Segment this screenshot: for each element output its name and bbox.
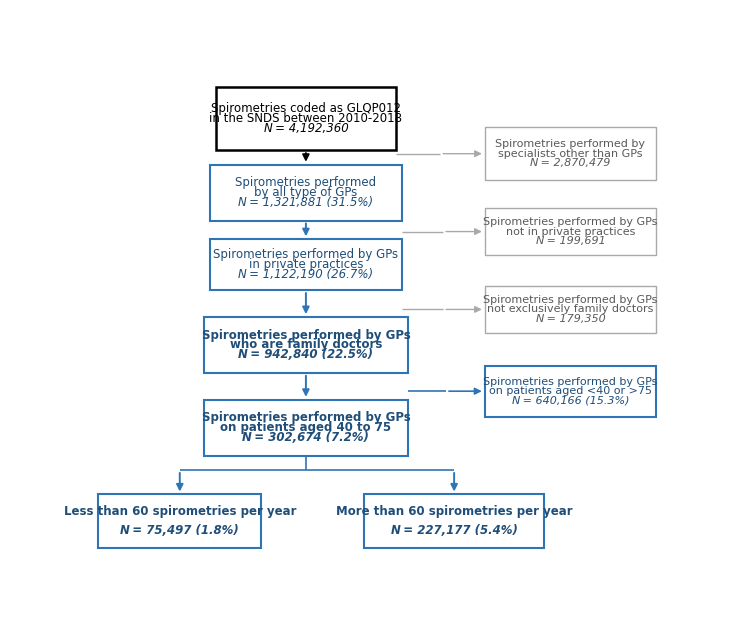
FancyBboxPatch shape — [364, 494, 544, 548]
Text: Spirometries coded as GLQP012: Spirometries coded as GLQP012 — [211, 102, 401, 116]
Text: in the SNDS between 2010-2018: in the SNDS between 2010-2018 — [209, 112, 403, 125]
Text: N = 199,691: N = 199,691 — [536, 236, 605, 246]
Text: Spirometries performed by GPs: Spirometries performed by GPs — [483, 377, 658, 387]
FancyBboxPatch shape — [484, 366, 656, 416]
Text: N = 227,177 (5.4%): N = 227,177 (5.4%) — [391, 525, 518, 537]
Text: Spirometries performed by GPs: Spirometries performed by GPs — [202, 411, 410, 424]
Text: in private practices: in private practices — [249, 258, 363, 271]
Text: Spirometries performed: Spirometries performed — [236, 176, 376, 190]
Text: by all type of GPs: by all type of GPs — [254, 186, 358, 199]
FancyBboxPatch shape — [210, 239, 402, 290]
Text: on patients aged 40 to 75: on patients aged 40 to 75 — [220, 421, 392, 434]
Text: N = 2,870,479: N = 2,870,479 — [530, 158, 610, 168]
Text: Spirometries performed by: Spirometries performed by — [495, 140, 645, 149]
FancyBboxPatch shape — [210, 165, 402, 221]
Text: Spirometries performed by GPs: Spirometries performed by GPs — [483, 295, 658, 305]
Text: not exclusively family doctors: not exclusively family doctors — [488, 305, 653, 315]
Text: not in private practices: not in private practices — [506, 226, 635, 236]
Text: N = 942,840 (22.5%): N = 942,840 (22.5%) — [238, 348, 374, 362]
FancyBboxPatch shape — [204, 399, 408, 456]
Text: N = 179,350: N = 179,350 — [536, 313, 605, 324]
Text: More than 60 spirometries per year: More than 60 spirometries per year — [336, 505, 572, 518]
Text: Spirometries performed by GPs: Spirometries performed by GPs — [483, 217, 658, 228]
Text: N = 640,166 (15.3%): N = 640,166 (15.3%) — [512, 396, 629, 405]
Text: N = 1,321,881 (31.5%): N = 1,321,881 (31.5%) — [238, 196, 374, 209]
FancyBboxPatch shape — [98, 494, 261, 548]
Text: Spirometries performed by GPs: Spirometries performed by GPs — [213, 248, 398, 262]
Text: N = 75,497 (1.8%): N = 75,497 (1.8%) — [121, 525, 239, 537]
Text: N = 4,192,360: N = 4,192,360 — [263, 122, 348, 135]
FancyBboxPatch shape — [204, 317, 408, 373]
Text: N = 1,122,190 (26.7%): N = 1,122,190 (26.7%) — [238, 268, 374, 281]
FancyBboxPatch shape — [484, 209, 656, 255]
FancyBboxPatch shape — [484, 286, 656, 332]
Text: Spirometries performed by GPs: Spirometries performed by GPs — [202, 329, 410, 342]
FancyBboxPatch shape — [484, 127, 656, 181]
Text: specialists other than GPs: specialists other than GPs — [498, 149, 643, 159]
Text: on patients aged <40 or >75: on patients aged <40 or >75 — [489, 386, 652, 396]
FancyBboxPatch shape — [216, 87, 396, 150]
Text: who are family doctors: who are family doctors — [230, 339, 382, 351]
Text: N = 302,674 (7.2%): N = 302,674 (7.2%) — [242, 431, 369, 444]
Text: Less than 60 spirometries per year: Less than 60 spirometries per year — [64, 505, 296, 518]
